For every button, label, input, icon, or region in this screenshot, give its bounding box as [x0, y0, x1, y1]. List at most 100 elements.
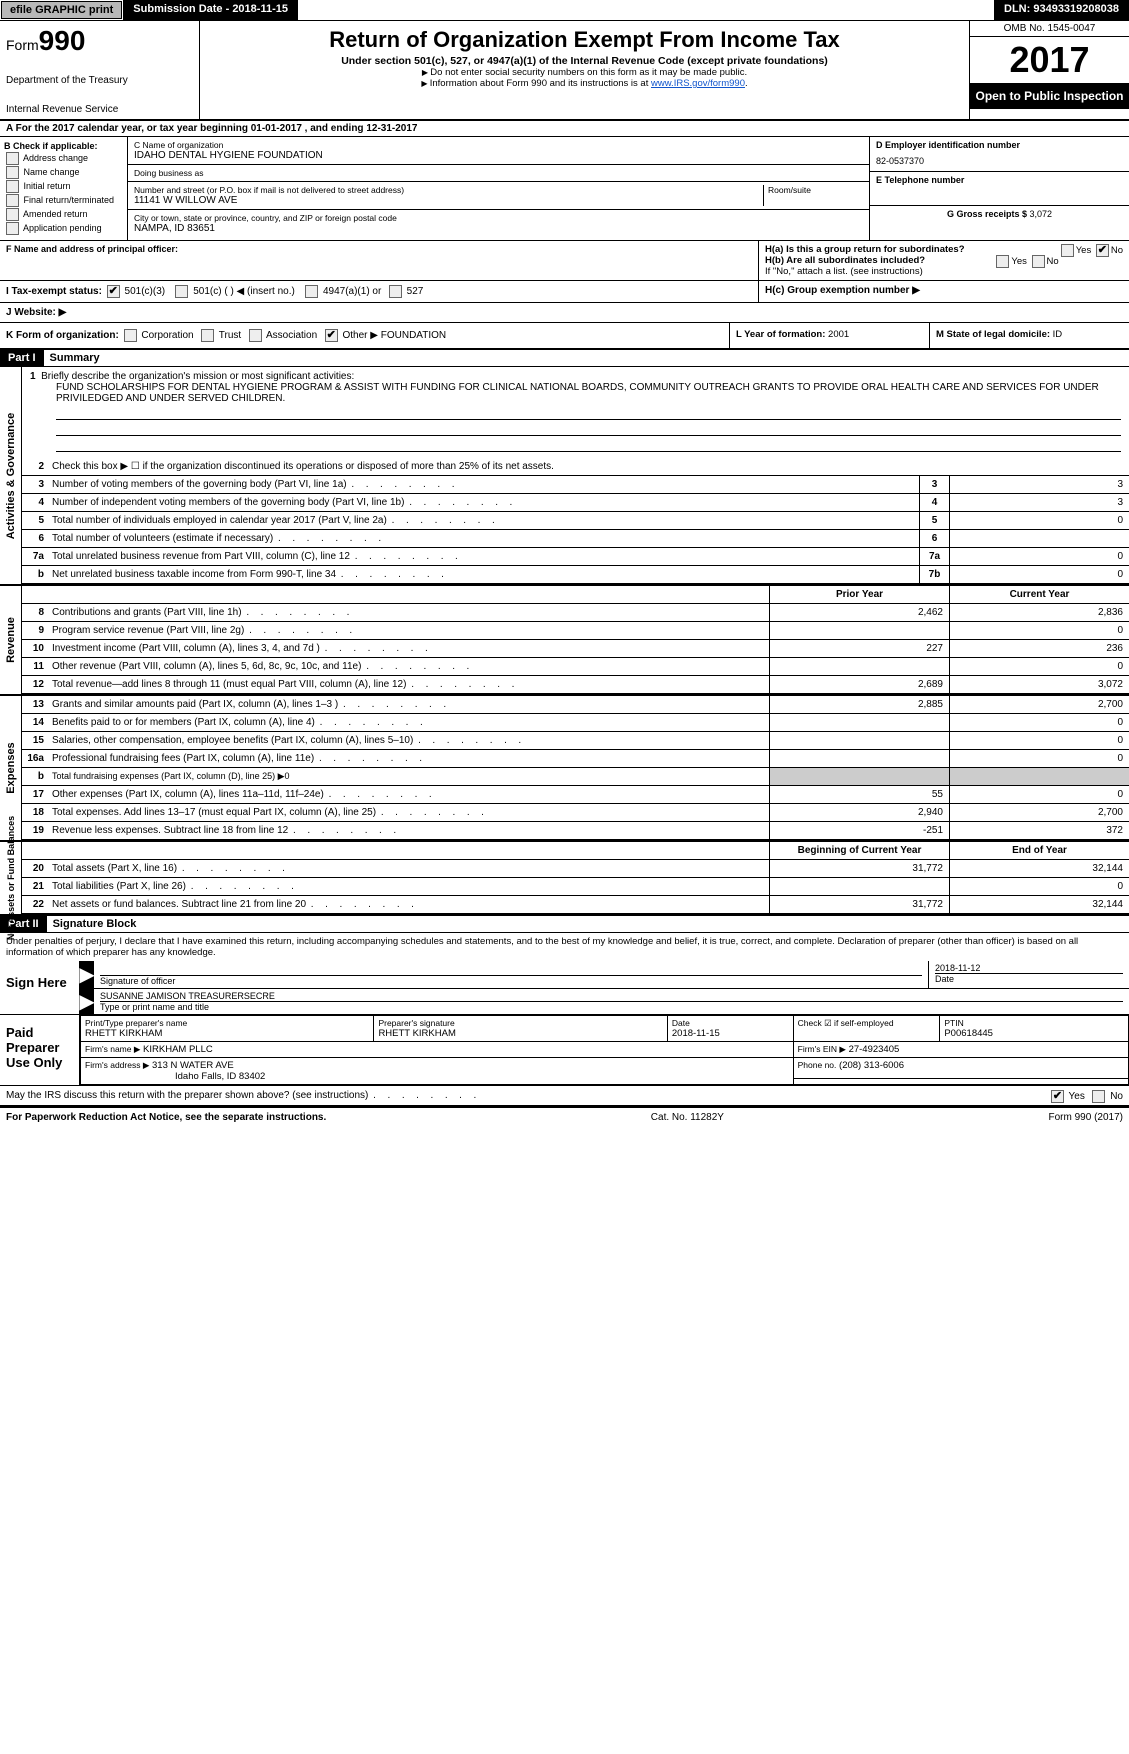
firm-addr1: 313 N WATER AVE: [152, 1060, 234, 1071]
row-fh: F Name and address of principal officer:…: [0, 241, 1129, 281]
room-label: Room/suite: [768, 185, 863, 195]
efile-print-button[interactable]: efile GRAPHIC print: [1, 1, 122, 19]
line-13: 13Grants and similar amounts paid (Part …: [22, 696, 1129, 714]
gross-receipts: 3,072: [1030, 209, 1053, 219]
dept-treasury: Department of the Treasury: [6, 75, 193, 86]
ptin: P00618445: [944, 1028, 1124, 1039]
line-17: 17Other expenses (Part IX, column (A), l…: [22, 786, 1129, 804]
line-21: 21Total liabilities (Part X, line 26)0: [22, 878, 1129, 896]
form-header: Form990 Department of the Treasury Inter…: [0, 21, 1129, 121]
principal-officer-label: F Name and address of principal officer:: [6, 244, 178, 254]
sig-declaration: Under penalties of perjury, I declare th…: [0, 933, 1129, 961]
form-note-1: Do not enter social security numbers on …: [204, 67, 965, 78]
row-j-website: J Website: ▶: [0, 303, 1129, 323]
omb-number: OMB No. 1545-0047: [970, 21, 1129, 37]
form-title: Return of Organization Exempt From Incom…: [204, 27, 965, 53]
block-bcde: B Check if applicable: Address change Na…: [0, 137, 1129, 241]
officer-name: SUSANNE JAMISON TREASURERSECRE: [100, 991, 1123, 1001]
discuss-row: May the IRS discuss this return with the…: [0, 1086, 1129, 1107]
line-10: 10Investment income (Part VIII, column (…: [22, 640, 1129, 658]
vtab-governance: Activities & Governance: [5, 412, 17, 539]
irs-link[interactable]: www.IRS.gov/form990: [651, 78, 745, 89]
line-11: 11Other revenue (Part VIII, column (A), …: [22, 658, 1129, 676]
cb-initial-return[interactable]: Initial return: [4, 180, 123, 193]
paid-preparer-block: Paid Preparer Use Only Print/Type prepar…: [0, 1015, 1129, 1086]
line-b: bTotal fundraising expenses (Part IX, co…: [22, 768, 1129, 786]
ein-cell: D Employer identification number 82-0537…: [870, 137, 1129, 172]
gov-line-6: 6Total number of volunteers (estimate if…: [22, 530, 1129, 548]
cb-4947[interactable]: [305, 285, 318, 298]
org-name-cell: C Name of organization IDAHO DENTAL HYGI…: [128, 137, 869, 165]
cb-amended[interactable]: Amended return: [4, 208, 123, 221]
sign-here-block: Sign Here ▶ Signature of officer 2018-11…: [0, 961, 1129, 1015]
part-ii-header: Part II Signature Block: [0, 916, 1129, 933]
section-net-assets: Net Assets or Fund Balances Beginning of…: [0, 842, 1129, 916]
cb-address-change[interactable]: Address change: [4, 152, 123, 165]
line-19: 19Revenue less expenses. Subtract line 1…: [22, 822, 1129, 840]
cb-501c3[interactable]: [107, 285, 120, 298]
part-i-header: Part I Summary: [0, 350, 1129, 367]
cb-527[interactable]: [389, 285, 402, 298]
line-20: 20Total assets (Part X, line 16)31,77232…: [22, 860, 1129, 878]
col-b-checkboxes: B Check if applicable: Address change Na…: [0, 137, 128, 240]
line-8: 8Contributions and grants (Part VIII, li…: [22, 604, 1129, 622]
preparer-date: 2018-11-15: [672, 1028, 789, 1039]
discuss-yes[interactable]: [1051, 1090, 1064, 1103]
city-cell: City or town, state or province, country…: [128, 210, 869, 237]
h-b-note: If "No," attach a list. (see instruction…: [765, 266, 1123, 277]
cb-name-change[interactable]: Name change: [4, 166, 123, 179]
firm-phone: (208) 313-6006: [839, 1060, 904, 1071]
row-i: I Tax-exempt status: 501(c)(3) 501(c) ( …: [0, 281, 1129, 303]
col-header-row: Prior Year Current Year: [22, 586, 1129, 604]
self-employed-check[interactable]: Check ☑ if self-employed: [798, 1018, 936, 1029]
city-state-zip: NAMPA, ID 83651: [134, 223, 863, 234]
line-14: 14Benefits paid to or for members (Part …: [22, 714, 1129, 732]
ein-value: 82-0537370: [876, 156, 1123, 166]
line-18: 18Total expenses. Add lines 13–17 (must …: [22, 804, 1129, 822]
h-a: H(a) Is this a group return for subordin…: [765, 244, 1123, 255]
gov-line-2: 2Check this box ▶ ☐ if the organization …: [22, 458, 1129, 476]
gov-line-4: 4Number of independent voting members of…: [22, 494, 1129, 512]
firm-name: KIRKHAM PLLC: [143, 1044, 213, 1055]
form-number: Form990: [6, 25, 193, 57]
mission-block: 1 Briefly describe the organization's mi…: [22, 367, 1129, 458]
discuss-no[interactable]: [1092, 1090, 1105, 1103]
sig-date-label: Date: [935, 973, 1123, 984]
irs-label: Internal Revenue Service: [6, 104, 193, 115]
year-formation: 2001: [828, 329, 849, 340]
gov-line-7a: 7aTotal unrelated business revenue from …: [22, 548, 1129, 566]
na-header-row: Beginning of Current Year End of Year: [22, 842, 1129, 860]
cb-assoc[interactable]: [249, 329, 262, 342]
cb-trust[interactable]: [201, 329, 214, 342]
cb-final-return[interactable]: Final return/terminated: [4, 194, 123, 207]
gov-line-5: 5Total number of individuals employed in…: [22, 512, 1129, 530]
section-expenses: Expenses 13Grants and similar amounts pa…: [0, 696, 1129, 842]
dba-cell: Doing business as: [128, 165, 869, 182]
dln: DLN: 93493319208038: [994, 0, 1129, 20]
row-a-tax-year: A For the 2017 calendar year, or tax yea…: [0, 121, 1129, 137]
firm-ein: 27-4923405: [849, 1044, 900, 1055]
mission-text: FUND SCHOLARSHIPS FOR DENTAL HYGIENE PRO…: [56, 382, 1121, 404]
firm-addr2: Idaho Falls, ID 83402: [175, 1071, 265, 1082]
phone-cell: E Telephone number: [870, 172, 1129, 207]
submission-date: Submission Date - 2018-11-15: [123, 0, 298, 20]
cb-corp[interactable]: [124, 329, 137, 342]
cb-501c[interactable]: [175, 285, 188, 298]
col-b-title: B Check if applicable:: [4, 141, 123, 151]
cb-other[interactable]: [325, 329, 338, 342]
sig-arrow-icon: ▶: [80, 961, 94, 988]
preparer-name: RHETT KIRKHAM: [85, 1028, 369, 1039]
cb-pending[interactable]: Application pending: [4, 222, 123, 235]
open-inspection: Open to Public Inspection: [970, 83, 1129, 109]
sig-arrow-icon-2: ▶: [80, 989, 94, 1014]
gross-receipts-cell: G Gross receipts $ 3,072: [870, 206, 1129, 240]
preparer-sig: RHETT KIRKHAM: [378, 1028, 662, 1039]
section-revenue: Revenue Prior Year Current Year 8Contrib…: [0, 586, 1129, 696]
line-12: 12Total revenue—add lines 8 through 11 (…: [22, 676, 1129, 694]
street-cell: Number and street (or P.O. box if mail i…: [128, 182, 869, 210]
vtab-net-assets: Net Assets or Fund Balances: [6, 816, 16, 940]
form-note-2: Information about Form 990 and its instr…: [204, 78, 965, 89]
h-c: H(c) Group exemption number ▶: [765, 285, 920, 296]
line-15: 15Salaries, other compensation, employee…: [22, 732, 1129, 750]
street-address: 11141 W WILLOW AVE: [134, 195, 763, 206]
